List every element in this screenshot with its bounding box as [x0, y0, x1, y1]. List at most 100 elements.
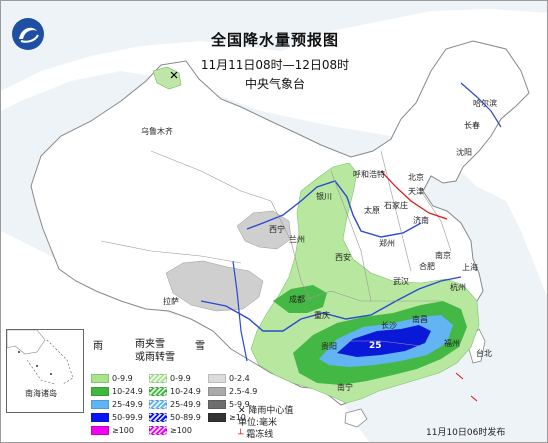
- legend-unit-label: 单位:毫米: [238, 418, 278, 428]
- yangtze-river: [200, 276, 462, 332]
- legend-swatch: [91, 413, 109, 422]
- frost-line: [380, 170, 448, 220]
- city-label: 拉萨: [163, 297, 179, 306]
- city-label: 太原: [364, 206, 380, 215]
- legend-range: 10-24.9: [112, 387, 143, 396]
- sea-boundary: [455, 372, 478, 402]
- legend-head-rain: 雨: [93, 341, 103, 352]
- city-label: 北京: [408, 173, 424, 182]
- legend-range: 0-2.4: [229, 374, 250, 383]
- city-label: 石家庄: [384, 201, 408, 210]
- hainan-island: [344, 408, 368, 428]
- city-label: 杭州: [450, 283, 466, 292]
- forecast-period: 11月11日08时—12日08时: [200, 58, 350, 72]
- city-label: 台北: [476, 349, 492, 358]
- legend-swatch: [149, 387, 167, 396]
- city-label: 南京: [435, 251, 451, 260]
- legend-range: 50-89.9: [170, 413, 201, 422]
- legend-range: 2.5-4.9: [229, 387, 258, 396]
- snow-area-qinghai: [236, 210, 292, 250]
- legend-swatch: [91, 400, 109, 409]
- legend-item-rain: 50-99.9: [91, 413, 143, 423]
- legend-swatch: [91, 426, 109, 435]
- legend-range: 10-24.9: [170, 387, 201, 396]
- legend-range: 50-99.9: [112, 413, 143, 422]
- city-label: 银川: [316, 192, 332, 201]
- legend-range: 0-9.9: [112, 374, 133, 383]
- city-label: 天津: [408, 187, 424, 196]
- legend-swatch: [208, 413, 226, 422]
- rain-area-moderate-sichuan: [273, 285, 327, 313]
- city-label: 贵阳: [321, 342, 337, 351]
- city-label: 哈尔滨: [473, 99, 497, 108]
- issue-time: 11月10日06时发布: [426, 428, 506, 438]
- legend-swatch: [149, 400, 167, 409]
- frost-line-icon: ┴: [238, 430, 247, 440]
- province-boundaries: [100, 150, 452, 347]
- city-label: 成都: [289, 295, 305, 304]
- neighbor-land-north: [1, 9, 547, 296]
- legend-item-snow: 2.5-4.9: [208, 387, 257, 397]
- city-label: 合肥: [419, 262, 435, 271]
- legend-swatch: [149, 413, 167, 422]
- legend-range: ≥100: [112, 426, 134, 435]
- snow-area-tibet: [165, 260, 264, 312]
- legend-item-sleet: ≥100: [149, 426, 192, 436]
- legend-item-rain: 25-49.9: [91, 400, 143, 410]
- legend-range: 25-49.9: [170, 400, 201, 409]
- legend-swatch: [149, 426, 167, 435]
- inset-map: [6, 329, 74, 385]
- center-marker-icon: ✕: [238, 406, 249, 416]
- legend-center-label: 降雨中心值: [248, 406, 294, 416]
- legend-item-sleet: 0-9.9: [149, 374, 191, 384]
- legend-range: ≥10: [229, 413, 246, 422]
- city-label: 重庆: [314, 311, 330, 320]
- city-label: 长春: [464, 121, 480, 130]
- legend-item-rain: ≥100: [91, 426, 134, 436]
- inset-label: 南海诸岛: [25, 389, 57, 398]
- legend-extra: ✕ 降雨中心值 单位:毫米 ┴ 霜冻线: [238, 405, 293, 441]
- city-label: 济南: [413, 216, 429, 225]
- rain-center-value: 25: [369, 341, 382, 351]
- legend-range: ≥100: [170, 426, 192, 435]
- city-label: 福州: [444, 339, 460, 348]
- legend-swatch: [208, 374, 226, 383]
- legend-unit-item: 单位:毫米: [238, 417, 293, 429]
- legend-range: 0-9.9: [170, 374, 191, 383]
- issuing-agency: 中央气象台: [244, 77, 305, 91]
- legend-item-snow: 5-9.9: [208, 400, 250, 410]
- legend-head-rain-to-snow: 或雨转雪: [135, 352, 175, 363]
- city-label: 兰州: [289, 235, 305, 244]
- legend-item-sleet: 50-89.9: [149, 413, 201, 423]
- legend: 雨 雨夹雪 或雨转雪 雪 0-9.9 10-24.9 25-49.9 50-99.9 ≥…: [87, 331, 357, 437]
- legend-item-sleet: 10-24.9: [149, 387, 201, 397]
- legend-swatch: [91, 387, 109, 396]
- legend-range: 5-9.9: [229, 400, 250, 409]
- legend-range: 25-49.9: [112, 400, 143, 409]
- city-label: 南昌: [412, 315, 428, 324]
- legend-item-snow: 0-2.4: [208, 374, 250, 384]
- city-label: 上海: [462, 263, 478, 272]
- rain-area-rainstorm: [337, 325, 431, 357]
- city-label: 武汉: [393, 277, 409, 286]
- legend-swatch: [208, 387, 226, 396]
- yellow-river: [246, 180, 422, 238]
- south-china-sea-inset: 南海诸岛: [6, 329, 84, 413]
- lancang-river: [232, 260, 248, 362]
- legend-swatch: [91, 374, 109, 383]
- city-label: 乌鲁木齐: [141, 127, 173, 136]
- legend-head-snow: 雪: [195, 341, 205, 352]
- legend-item-rain: 10-24.9: [91, 387, 143, 397]
- legend-center-item: ✕ 降雨中心值: [238, 405, 293, 417]
- city-label: 西安: [335, 253, 351, 262]
- legend-item-snow: ≥10: [208, 413, 246, 423]
- rain-area-northwest-small: [152, 66, 182, 90]
- legend-frost-item: ┴ 霜冻线: [238, 429, 293, 441]
- legend-frost-label: 霜冻线: [246, 430, 274, 440]
- songhua-river: [460, 82, 502, 128]
- legend-swatch: [208, 400, 226, 409]
- city-label: 郑州: [379, 239, 395, 248]
- city-label: 西宁: [269, 225, 285, 234]
